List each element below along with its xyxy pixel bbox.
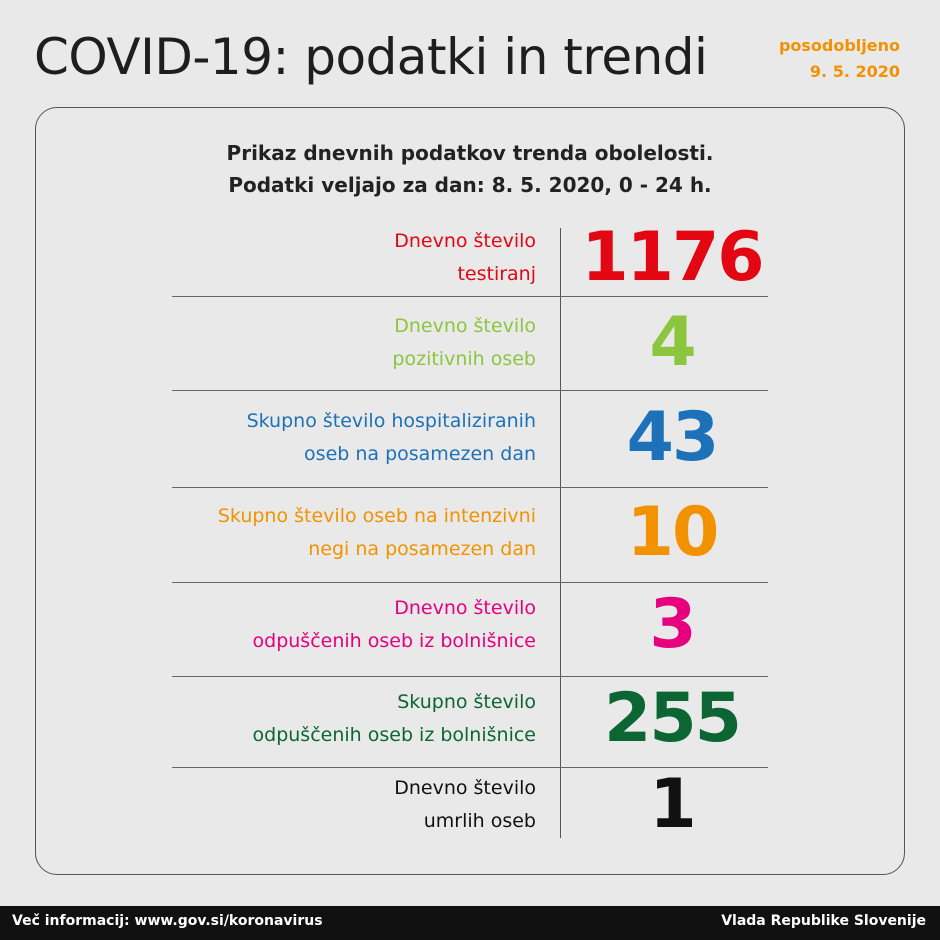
row-label: Dnevno število xyxy=(394,597,536,619)
row-label: oseb na posamezen dan xyxy=(304,443,536,465)
row-label: pozitivnih oseb xyxy=(392,348,536,370)
row-label: Skupno število xyxy=(397,691,536,713)
row-label: odpuščenih oseb iz bolnišnice xyxy=(252,724,536,746)
subtitle: Prikaz dnevnih podatkov trenda obolelost… xyxy=(226,141,714,165)
row-separator xyxy=(172,767,768,768)
row-label: odpuščenih oseb iz bolnišnice xyxy=(252,630,536,652)
updated-label: posodobljeno xyxy=(778,36,900,55)
row-separator xyxy=(172,296,768,297)
row-value: 1 xyxy=(649,765,696,844)
row-label: Skupno število oseb na intenzivni xyxy=(217,505,536,527)
row-value: 10 xyxy=(626,493,720,572)
row-label: Skupno število hospitaliziranih xyxy=(246,410,536,432)
row-label: Dnevno število xyxy=(394,230,536,252)
panel xyxy=(35,107,905,875)
row-separator xyxy=(172,582,768,583)
row-value: 3 xyxy=(649,585,696,664)
row-separator xyxy=(172,390,768,391)
row-label: umrlih oseb xyxy=(423,810,536,832)
row-label: negi na posamezen dan xyxy=(308,538,536,560)
row-label: testiranj xyxy=(457,263,536,285)
row-value: 4 xyxy=(649,303,696,382)
row-value: 43 xyxy=(626,398,720,477)
row-value: 255 xyxy=(604,679,742,758)
footer-link: Več informacij: www.gov.si/koronavirus xyxy=(12,913,323,929)
row-separator xyxy=(172,676,768,677)
row-value: 1176 xyxy=(581,218,764,297)
footer-bar xyxy=(0,906,940,940)
row-label: Dnevno število xyxy=(394,315,536,337)
title: COVID-19: podatki in trendi xyxy=(34,28,708,86)
footer-org: Vlada Republike Slovenije xyxy=(721,913,926,929)
row-separator xyxy=(172,487,768,488)
updated-date: 9. 5. 2020 xyxy=(809,62,900,81)
subtitle: Podatki veljajo za dan: 8. 5. 2020, 0 - … xyxy=(228,173,712,197)
row-label: Dnevno število xyxy=(394,777,536,799)
divider xyxy=(560,228,561,838)
